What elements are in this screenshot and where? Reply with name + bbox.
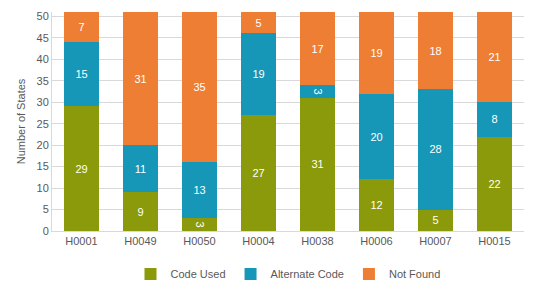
svg-text:20: 20 xyxy=(37,139,49,151)
svg-text:27: 27 xyxy=(252,167,264,179)
svg-text:10: 10 xyxy=(37,182,49,194)
svg-text:30: 30 xyxy=(37,96,49,108)
svg-text:9: 9 xyxy=(137,206,143,218)
svg-text:19: 19 xyxy=(370,47,382,59)
svg-text:H0001: H0001 xyxy=(65,235,97,247)
svg-text:8: 8 xyxy=(491,113,497,125)
svg-text:25: 25 xyxy=(37,118,49,130)
svg-text:12: 12 xyxy=(370,199,382,211)
svg-text:13: 13 xyxy=(193,184,205,196)
svg-text:Alternate Code: Alternate Code xyxy=(271,268,344,280)
svg-text:22: 22 xyxy=(488,178,500,190)
svg-text:11: 11 xyxy=(135,163,146,175)
svg-text:19: 19 xyxy=(252,68,264,80)
svg-text:20: 20 xyxy=(370,131,382,143)
svg-text:5: 5 xyxy=(43,203,49,215)
svg-text:H0007: H0007 xyxy=(419,235,451,247)
svg-text:35: 35 xyxy=(193,81,205,93)
svg-text:Not Found: Not Found xyxy=(389,268,440,280)
svg-text:H0015: H0015 xyxy=(478,235,510,247)
svg-text:5: 5 xyxy=(432,214,438,226)
svg-text:H0050: H0050 xyxy=(183,235,215,247)
svg-text:31: 31 xyxy=(134,73,146,85)
svg-text:45: 45 xyxy=(37,32,49,44)
svg-text:5: 5 xyxy=(255,17,261,29)
svg-text:31: 31 xyxy=(311,158,323,170)
svg-text:3: 3 xyxy=(312,88,324,94)
svg-text:28: 28 xyxy=(429,143,441,155)
svg-text:15: 15 xyxy=(75,68,87,80)
svg-text:17: 17 xyxy=(311,43,323,55)
svg-text:H0038: H0038 xyxy=(301,235,333,247)
svg-text:7: 7 xyxy=(78,21,84,33)
svg-text:Number of States: Number of States xyxy=(15,78,27,164)
svg-text:0: 0 xyxy=(43,225,49,237)
svg-text:18: 18 xyxy=(429,45,441,57)
svg-text:H0049: H0049 xyxy=(124,235,156,247)
svg-text:H0004: H0004 xyxy=(242,235,274,247)
svg-text:Code Used: Code Used xyxy=(171,268,226,280)
svg-text:35: 35 xyxy=(37,75,49,87)
svg-text:50: 50 xyxy=(37,10,49,22)
svg-text:3: 3 xyxy=(194,221,206,227)
svg-text:29: 29 xyxy=(75,163,87,175)
svg-text:40: 40 xyxy=(37,53,49,65)
svg-text:H0006: H0006 xyxy=(360,235,392,247)
svg-text:15: 15 xyxy=(37,160,49,172)
svg-text:21: 21 xyxy=(488,51,500,63)
